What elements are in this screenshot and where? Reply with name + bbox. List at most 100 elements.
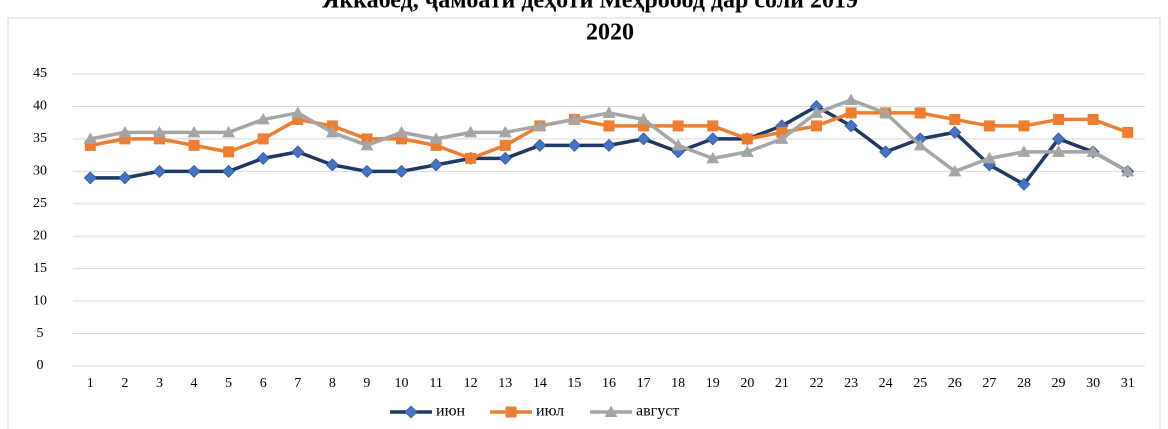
marker — [430, 139, 442, 151]
x-tick-label: 26 — [948, 376, 962, 391]
marker — [465, 152, 477, 164]
marker — [153, 133, 165, 145]
marker — [505, 406, 517, 418]
marker — [1052, 132, 1066, 146]
marker — [187, 164, 201, 178]
marker — [223, 146, 235, 158]
marker — [949, 113, 961, 125]
marker — [83, 132, 97, 144]
marker — [1052, 145, 1066, 157]
x-tick-label: 25 — [913, 376, 927, 391]
marker — [325, 125, 339, 138]
x-tick-label: 9 — [363, 376, 370, 391]
y-tick-label: 15 — [33, 261, 47, 276]
marker — [404, 405, 418, 419]
legend-label: июн — [436, 403, 466, 420]
y-tick-label: 20 — [33, 228, 47, 243]
marker — [879, 145, 893, 159]
legend-label: август — [636, 403, 679, 420]
y-tick-label: 45 — [33, 66, 47, 81]
series — [83, 99, 1135, 191]
marker — [1122, 126, 1134, 138]
x-tick-label: 24 — [879, 376, 893, 391]
marker — [707, 120, 719, 132]
marker — [603, 120, 615, 132]
x-tick-label: 5 — [225, 376, 232, 391]
marker — [395, 164, 409, 178]
marker — [292, 113, 304, 125]
x-tick-label: 20 — [740, 376, 754, 391]
marker — [1086, 145, 1100, 157]
marker — [637, 132, 651, 146]
marker — [671, 138, 685, 151]
series — [83, 93, 1135, 177]
marker — [499, 139, 511, 151]
marker — [256, 151, 270, 165]
marker — [602, 138, 616, 152]
marker — [257, 133, 269, 145]
marker — [291, 106, 305, 118]
x-tick-label: 30 — [1086, 376, 1100, 391]
marker — [325, 158, 339, 172]
marker — [291, 145, 305, 159]
marker — [118, 125, 132, 138]
y-tick-label: 40 — [33, 99, 47, 114]
y-tick-label: 5 — [37, 326, 44, 341]
marker — [188, 139, 200, 151]
marker — [533, 119, 547, 131]
marker — [1017, 177, 1031, 191]
y-tick-label: 10 — [33, 293, 47, 308]
marker — [706, 151, 720, 164]
marker — [567, 138, 581, 152]
chart-title: Яккабед, ҷамоати деҳоти Меҳробод дар сол… — [322, 0, 858, 14]
marker — [1121, 164, 1135, 177]
marker — [948, 125, 962, 139]
marker — [84, 139, 96, 151]
x-tick-label: 12 — [464, 376, 478, 391]
marker — [602, 106, 616, 118]
marker — [360, 138, 374, 151]
y-tick-label: 30 — [33, 164, 47, 179]
marker — [810, 120, 822, 132]
x-tick-label: 21 — [775, 376, 789, 391]
x-tick-label: 15 — [567, 376, 581, 391]
chart-frame — [7, 17, 1161, 429]
x-tick-label: 8 — [329, 376, 336, 391]
marker — [83, 171, 97, 185]
y-tick-label: 0 — [37, 358, 44, 373]
marker — [809, 106, 823, 118]
marker — [1018, 120, 1030, 132]
marker — [1017, 145, 1031, 157]
marker — [844, 119, 858, 133]
x-tick-label: 16 — [602, 376, 616, 391]
x-tick-label: 18 — [671, 376, 685, 391]
marker — [672, 120, 684, 132]
marker — [914, 107, 926, 119]
marker — [533, 138, 547, 152]
x-tick-label: 28 — [1017, 376, 1031, 391]
marker — [1053, 113, 1065, 125]
x-tick-label: 2 — [121, 376, 128, 391]
marker — [1087, 113, 1099, 125]
x-tick-label: 17 — [637, 376, 651, 391]
marker — [187, 125, 201, 138]
marker — [152, 164, 166, 178]
x-tick-label: 27 — [982, 376, 996, 391]
marker — [983, 120, 995, 132]
marker — [118, 171, 132, 185]
marker — [879, 106, 893, 118]
marker — [775, 132, 789, 144]
marker — [948, 164, 962, 177]
marker — [152, 125, 166, 138]
marker — [740, 145, 754, 157]
x-tick-label: 1 — [87, 376, 94, 391]
x-tick-label: 7 — [294, 376, 301, 391]
marker — [119, 133, 131, 145]
x-tick-label: 19 — [706, 376, 720, 391]
marker — [395, 125, 409, 138]
x-tick-label: 3 — [156, 376, 163, 391]
chart-title: 2020 — [586, 20, 634, 46]
marker — [604, 405, 618, 417]
